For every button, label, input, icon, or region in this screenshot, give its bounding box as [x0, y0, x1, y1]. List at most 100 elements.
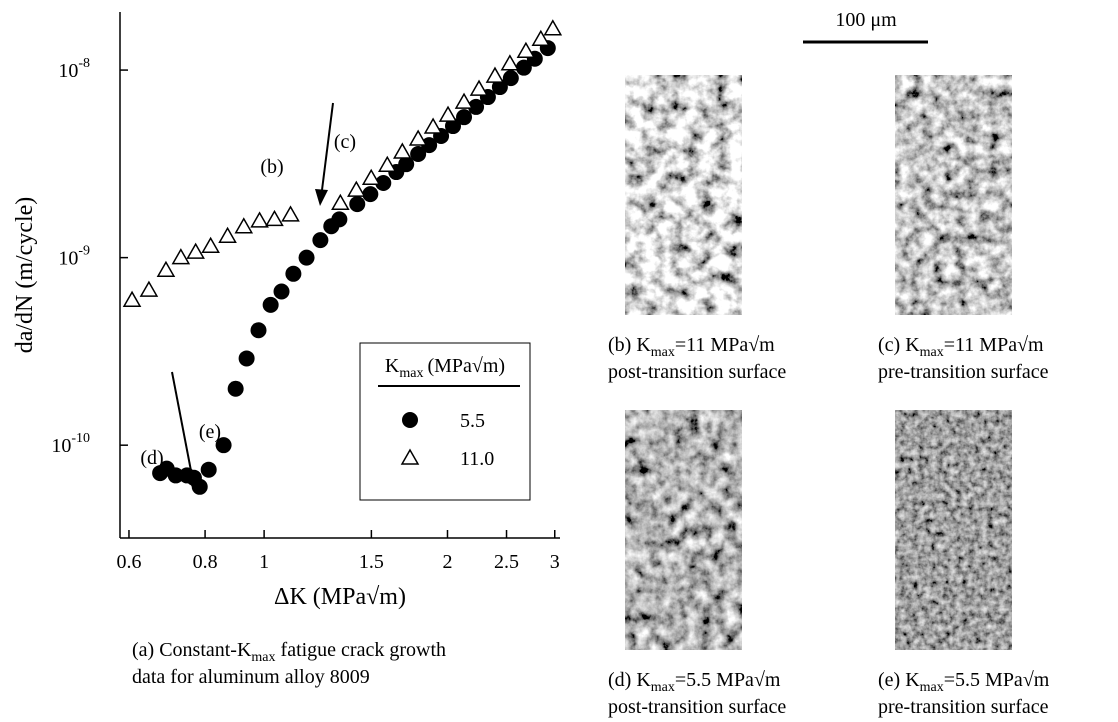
data-point	[239, 350, 255, 366]
panel-caption: (e) Kmax=5.5 MPa√m	[878, 669, 1050, 695]
y-tick-label: 10-9	[58, 244, 90, 270]
y-tick-base: 10	[51, 435, 71, 457]
data-point	[299, 250, 315, 266]
scale-bar-label: 100 μm	[835, 9, 897, 31]
x-tick-label: 1	[259, 551, 269, 573]
y-tick-exponent: -10	[71, 431, 90, 446]
data-point	[263, 297, 279, 313]
data-point	[203, 238, 219, 252]
data-point	[425, 119, 441, 133]
legend-title-sub: max	[399, 366, 423, 381]
data-point	[545, 21, 561, 35]
data-point	[283, 207, 299, 221]
y-axis-label: da/dN (m/cycle)	[12, 197, 38, 354]
data-point	[192, 479, 208, 495]
data-point	[332, 195, 348, 209]
data-point	[331, 211, 347, 227]
x-tick-label: 2.5	[494, 551, 519, 573]
data-point	[201, 462, 217, 478]
micrograph	[895, 75, 1012, 315]
data-point	[173, 250, 189, 264]
micrograph	[625, 75, 742, 315]
panel-caption: pre-transition surface	[878, 361, 1049, 383]
data-point	[236, 219, 252, 233]
panel-caption-sub: max	[920, 680, 944, 695]
x-tick-label: 0.8	[193, 551, 218, 573]
panel-caption-sub: max	[651, 345, 675, 360]
data-point	[141, 282, 157, 296]
caption-text: (a) Constant-K	[132, 639, 252, 661]
y-tick-label: 10-8	[58, 56, 90, 82]
x-tick-label: 2	[442, 551, 452, 573]
annotation: (c)	[334, 131, 356, 153]
data-point	[487, 68, 503, 82]
figure: ΔK (MPa√m) da/dN (m/cycle) Kmax (MPa√m) (…	[0, 0, 1118, 722]
data-point	[228, 381, 244, 397]
y-tick-base: 10	[58, 248, 78, 270]
data-point	[362, 186, 378, 202]
data-point	[503, 70, 519, 86]
x-tick-label: 0.6	[116, 551, 141, 573]
panel-caption-rest: =11 MPa√m	[675, 334, 775, 356]
caption: data for aluminum alloy 8009	[132, 666, 370, 688]
data-point	[363, 170, 379, 184]
panel-caption-rest: =5.5 MPa√m	[675, 669, 781, 691]
data-point	[379, 157, 395, 171]
panel-caption-label: (e) K	[878, 669, 920, 691]
panel-caption: post-transition surface	[608, 361, 786, 383]
data-point	[440, 107, 456, 121]
x-tick-label: 3	[550, 551, 560, 573]
data-point	[471, 81, 487, 95]
panel-caption-rest: =11 MPa√m	[944, 334, 1044, 356]
panel-caption-label: (b) K	[608, 334, 651, 356]
data-point	[285, 266, 301, 282]
legend-label: 5.5	[460, 410, 485, 432]
y-tick-exponent: -9	[78, 244, 90, 259]
x-axis-label: ΔK (MPa√m)	[274, 584, 406, 610]
data-point	[188, 244, 204, 258]
caption: (a) Constant-Kmax fatigue crack growth	[132, 639, 446, 665]
annotation: (e)	[199, 421, 221, 443]
annotation: (b)	[260, 156, 283, 178]
data-point	[456, 94, 472, 108]
annotation: (d)	[140, 447, 163, 469]
data-point	[124, 292, 140, 306]
data-point	[410, 131, 426, 145]
panel-caption: (c) Kmax=11 MPa√m	[878, 334, 1044, 360]
data-point	[394, 144, 410, 158]
micrograph	[895, 410, 1012, 650]
x-tick-label: 1.5	[359, 551, 384, 573]
panel-caption: (b) Kmax=11 MPa√m	[608, 334, 775, 360]
data-point	[274, 283, 290, 299]
panel-caption: (d) Kmax=5.5 MPa√m	[608, 669, 781, 695]
series	[124, 21, 561, 306]
caption-sub: max	[251, 650, 275, 665]
caption-text: fatigue crack growth	[276, 639, 446, 661]
data-point	[349, 196, 365, 212]
data-point	[220, 228, 236, 242]
data-point	[250, 322, 266, 338]
panel-caption-sub: max	[920, 345, 944, 360]
micrograph	[625, 410, 742, 650]
y-tick-exponent: -8	[78, 56, 90, 71]
panel-caption: post-transition surface	[608, 696, 786, 718]
arrow	[315, 103, 333, 206]
legend-title-rest: (MPa√m)	[427, 355, 505, 377]
panel-caption-sub: max	[651, 680, 675, 695]
panel-caption-label: (d) K	[608, 669, 651, 691]
y-tick-label: 10-10	[51, 431, 90, 457]
panel-caption-label: (c) K	[878, 334, 920, 356]
legend-marker	[402, 412, 418, 428]
data-point	[502, 56, 518, 70]
data-point	[518, 43, 534, 57]
legend-title-main: K	[385, 355, 400, 377]
y-tick-base: 10	[58, 60, 78, 82]
legend-label: 11.0	[460, 448, 494, 470]
data-point	[348, 182, 364, 196]
data-point	[312, 232, 328, 248]
panel-caption: pre-transition surface	[878, 696, 1049, 718]
data-point	[252, 213, 268, 227]
data-point	[158, 262, 174, 276]
panel-caption-rest: =5.5 MPa√m	[944, 669, 1050, 691]
data-point	[266, 211, 282, 225]
